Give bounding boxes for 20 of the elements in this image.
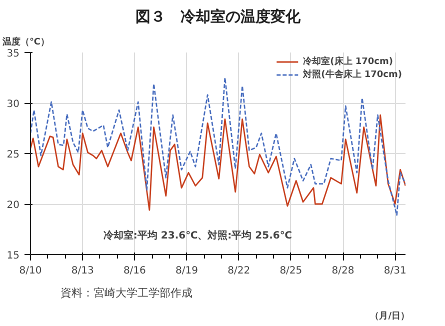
legend-label: 冷却室(床上 170cm) (303, 55, 393, 68)
y-tick-label: 20 (6, 200, 20, 211)
y-axis-title: 温度（℃） (2, 36, 50, 48)
y-tick-label: 15 (6, 250, 20, 262)
x-tick-label: 8/31 (384, 266, 406, 276)
x-tick-label: 8/28 (332, 266, 354, 276)
chart-title: 図３ 冷却室の温度変化 (136, 8, 302, 26)
annotation: 冷却室:平均 23.6℃、対照:平均 25.6℃ (103, 229, 292, 242)
x-tick-label: 8/22 (228, 266, 250, 276)
legend-label: 対照(牛舎床上 170cm) (303, 68, 402, 81)
y-tick-label: 30 (6, 99, 20, 110)
x-tick-label: 8/10 (19, 266, 42, 276)
x-tick-label: 8/13 (71, 266, 94, 276)
y-tick-label: 25 (6, 150, 20, 160)
x-tick-label: 8/16 (123, 266, 146, 276)
x-axis-title: （月/日） (370, 310, 410, 322)
y-tick-label: 35 (6, 48, 20, 60)
x-tick-label: 8/25 (280, 266, 302, 276)
x-tick-label: 8/19 (176, 266, 198, 276)
text: 資料：宮崎大学工学部作成 (60, 286, 192, 300)
